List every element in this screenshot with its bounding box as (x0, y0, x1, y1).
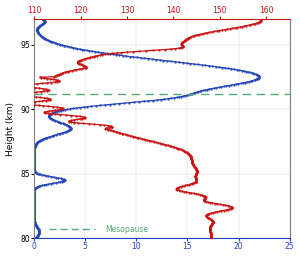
Y-axis label: Height (km): Height (km) (6, 102, 15, 155)
Text: Mesopause: Mesopause (106, 225, 148, 234)
